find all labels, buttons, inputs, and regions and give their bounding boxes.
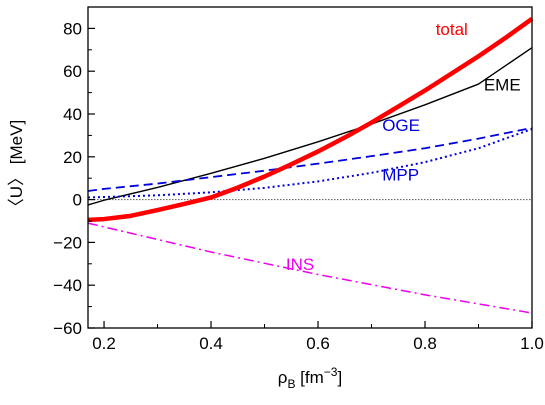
x-axis-title-unit-sup: −3: [324, 365, 338, 379]
series-line-total: [87, 16, 534, 223]
x-axis-title: ρB [fm−3]: [278, 365, 342, 391]
x-tick-label: 0.2: [92, 334, 116, 353]
tick-labels-layer: 0.2 0.4 0.6 0.8 1.0 −60 −40 −20 0 20 40 60 80: [53, 19, 544, 353]
annotations-layer: total EME OGE MPP INS: [286, 20, 521, 274]
series-label-mpp: MPP: [382, 165, 419, 184]
y-tick-label: −60: [53, 319, 82, 338]
y-tick-label: −40: [53, 276, 82, 295]
series-line-oge: [87, 127, 533, 192]
y-tick-label: 40: [63, 105, 82, 124]
y-tick-label: 60: [63, 62, 82, 81]
y-tick-label: 0: [73, 191, 82, 210]
y-axis-title: 〈U〉 [MeV]: [7, 120, 26, 215]
series-label-ins: INS: [286, 255, 314, 274]
x-axis-title-unit: [fm: [295, 368, 323, 387]
ticks-layer: [88, 27, 533, 329]
series-label-oge: OGE: [382, 116, 420, 135]
y-tick-label: 20: [63, 148, 82, 167]
series-layer: [87, 16, 534, 314]
series-label-eme: EME: [484, 75, 521, 94]
series-line-ins: [87, 222, 533, 314]
y-tick-label: 80: [63, 19, 82, 38]
x-tick-label: 0.8: [413, 334, 437, 353]
x-tick-label: 0.6: [306, 334, 330, 353]
x-axis-title-unit-close: ]: [337, 368, 342, 387]
plot-frame: [87, 6, 533, 329]
series-line-eme: [87, 47, 533, 206]
x-axis-title-main: ρ: [278, 368, 288, 387]
series-label-total: total: [436, 20, 468, 39]
x-tick-label: 1.0: [520, 334, 544, 353]
x-tick-label: 0.4: [199, 334, 223, 353]
y-tick-label: −20: [53, 233, 82, 252]
x-axis-title-sub: B: [287, 377, 295, 391]
